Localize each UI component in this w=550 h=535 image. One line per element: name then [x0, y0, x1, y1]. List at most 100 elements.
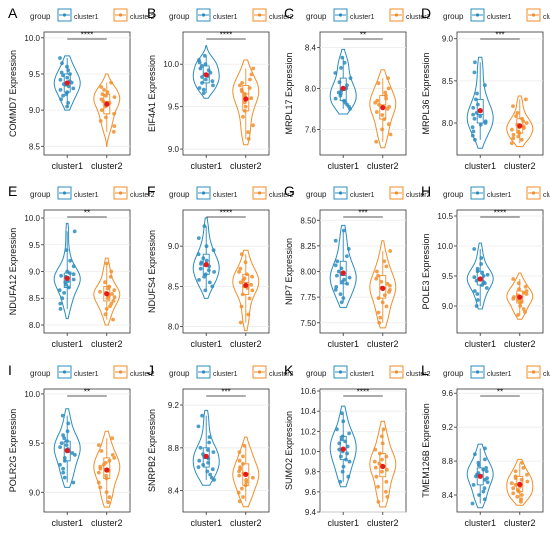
data-point	[242, 276, 247, 281]
data-point	[99, 108, 104, 112]
data-point	[513, 469, 518, 474]
data-point	[112, 111, 116, 116]
y-tick-label: 8.8	[442, 457, 454, 466]
plot-area	[182, 209, 270, 334]
legend-title: group	[306, 190, 327, 199]
panel-label: D	[421, 5, 431, 21]
data-point	[107, 458, 112, 463]
data-point	[207, 440, 212, 445]
data-point	[474, 304, 479, 308]
y-tick-label: 9.0	[29, 488, 41, 497]
y-tick-label: 8.00	[300, 268, 316, 277]
y-axis-label: COMMD7 Expression	[8, 50, 18, 137]
data-point	[112, 456, 117, 460]
data-point	[237, 499, 242, 504]
data-point	[376, 500, 381, 504]
data-point	[211, 83, 215, 88]
data-point	[251, 66, 256, 71]
y-tick-label: 10.0	[163, 60, 179, 69]
data-point	[381, 427, 386, 432]
data-point	[196, 252, 201, 257]
data-point	[340, 469, 345, 474]
y-tick-label: 7.75	[300, 293, 316, 302]
data-point	[347, 459, 352, 464]
data-point	[58, 77, 63, 82]
data-point	[246, 130, 251, 135]
data-point	[388, 132, 393, 137]
data-point	[200, 75, 204, 79]
data-point	[58, 88, 63, 92]
data-point	[212, 270, 217, 274]
y-tick-label: 9.0	[442, 35, 454, 44]
mean-point	[203, 453, 209, 459]
data-point	[519, 299, 524, 304]
plot-area	[456, 388, 544, 513]
data-point	[472, 116, 477, 121]
significance-label: **	[497, 388, 503, 397]
legend-entry-cluster1: cluster1	[350, 14, 375, 21]
x-tick-label: cluster2	[91, 518, 123, 528]
violin-cluster2	[232, 436, 260, 508]
data-point	[384, 304, 389, 309]
data-point	[249, 72, 254, 77]
data-point	[210, 79, 215, 84]
data-point	[58, 445, 62, 449]
x-tick-label: cluster2	[230, 339, 262, 349]
data-point	[201, 87, 206, 92]
data-point	[481, 274, 486, 278]
data-point	[336, 90, 341, 95]
legend-title: group	[30, 369, 51, 378]
data-point	[380, 434, 384, 439]
data-point	[472, 289, 477, 293]
y-tick-label: 8.5	[29, 142, 41, 151]
data-point	[66, 68, 71, 73]
data-point	[374, 110, 379, 114]
violin-cluster2	[506, 458, 534, 506]
data-point	[376, 484, 380, 489]
y-tick-label: 7.50	[300, 319, 316, 328]
plot-area	[456, 209, 544, 334]
data-point	[524, 289, 529, 293]
data-point	[104, 473, 108, 478]
data-point	[68, 258, 72, 263]
data-point	[384, 264, 389, 269]
data-point	[251, 123, 256, 128]
legend: group cluster1 cluster2	[169, 365, 294, 379]
data-point	[61, 466, 65, 471]
violin-cluster2	[232, 59, 260, 146]
data-point	[71, 277, 76, 282]
data-point	[242, 443, 247, 448]
legend-entry-cluster1: cluster1	[487, 371, 512, 378]
significance-label: ***	[358, 209, 367, 218]
data-point	[104, 261, 109, 266]
data-point	[111, 317, 115, 322]
y-tick-label: 10.0	[437, 242, 453, 251]
significance-label: ****	[494, 209, 506, 218]
data-point	[59, 273, 63, 278]
y-tick-label: 8.0	[442, 119, 454, 128]
x-tick-label: cluster2	[504, 161, 536, 171]
x-tick-label: cluster1	[327, 339, 359, 349]
y-axis-label: EIF4A1 Expression	[147, 55, 157, 132]
data-point	[386, 76, 390, 80]
data-point	[374, 474, 379, 479]
legend: group cluster1 cluster2	[306, 186, 431, 200]
data-point	[514, 114, 518, 119]
data-point	[346, 474, 351, 479]
legend-key-dot	[118, 191, 123, 195]
data-point	[238, 465, 243, 469]
plot-area	[182, 388, 270, 513]
data-point	[58, 56, 62, 60]
y-axis-label: SUMO2 Expression	[284, 411, 294, 490]
data-point	[66, 101, 71, 105]
legend-title: group	[169, 12, 190, 21]
data-point	[71, 264, 76, 269]
data-point	[515, 111, 520, 115]
y-axis-label: SNRPB2 Expression	[147, 409, 157, 492]
legend: group cluster1 cluster2	[306, 365, 431, 379]
legend-entry-cluster2: cluster2	[406, 192, 431, 199]
